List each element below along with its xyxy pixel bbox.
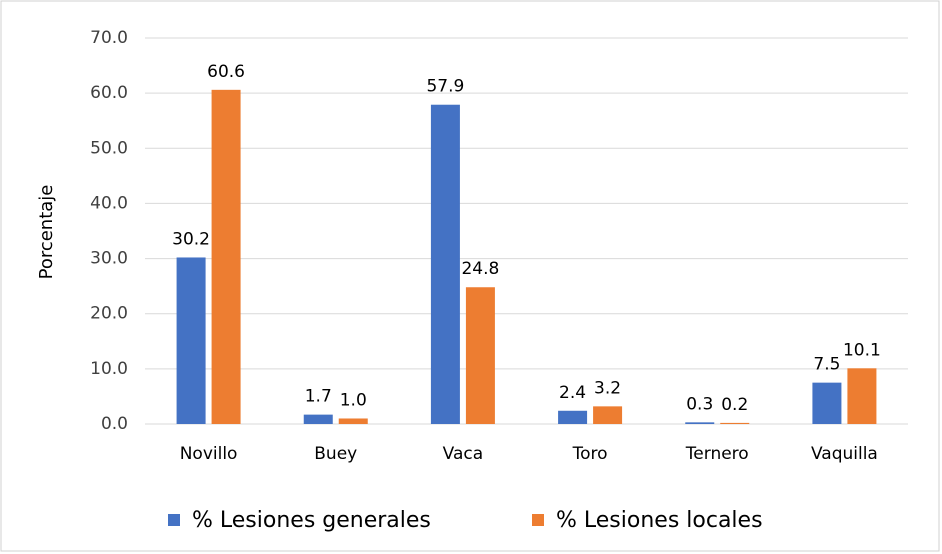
x-tick-label: Novillo [180, 444, 238, 464]
x-tick-label: Buey [314, 444, 357, 464]
x-tick-label: Ternero [685, 444, 749, 464]
value-label: 1.7 [305, 387, 332, 407]
legend-label: % Lesiones generales [192, 508, 431, 533]
x-tick-label: Toro [572, 444, 608, 464]
y-tick-label: 60.0 [90, 83, 128, 103]
bar [558, 410, 588, 424]
y-tick-label: 0.0 [101, 414, 128, 434]
legend-swatch [532, 514, 544, 526]
value-label: 3.2 [594, 378, 621, 398]
y-axis-label: Porcentaje [36, 185, 57, 280]
bar [465, 287, 495, 424]
legend-label: % Lesiones locales [556, 508, 763, 533]
x-tick-label: Vaquilla [811, 444, 878, 464]
value-label: 7.5 [813, 355, 840, 375]
y-tick-label: 50.0 [90, 138, 128, 158]
value-label: 0.3 [686, 394, 713, 414]
bar [720, 422, 750, 424]
y-tick-label: 30.0 [90, 249, 128, 269]
legend-swatch [168, 514, 180, 526]
y-tick-label: 70.0 [90, 28, 128, 48]
bar [176, 257, 206, 424]
y-tick-label: 10.0 [90, 359, 128, 379]
bar [812, 382, 842, 424]
value-label: 10.1 [843, 340, 881, 360]
y-tick-label: 20.0 [90, 304, 128, 324]
bar [685, 422, 715, 424]
value-label: 57.9 [426, 77, 464, 97]
value-label: 30.2 [172, 229, 210, 249]
value-label: 60.6 [207, 62, 245, 82]
bar [338, 418, 368, 424]
value-label: 1.0 [340, 390, 367, 410]
bar [303, 414, 333, 424]
bar [211, 89, 241, 424]
bar [847, 368, 877, 424]
value-label: 24.8 [461, 259, 499, 279]
value-label: 2.4 [559, 383, 586, 403]
y-tick-label: 40.0 [90, 193, 128, 213]
bar [593, 406, 623, 424]
value-label: 0.2 [721, 395, 748, 415]
x-tick-label: Vaca [443, 444, 484, 464]
bar [430, 104, 460, 425]
